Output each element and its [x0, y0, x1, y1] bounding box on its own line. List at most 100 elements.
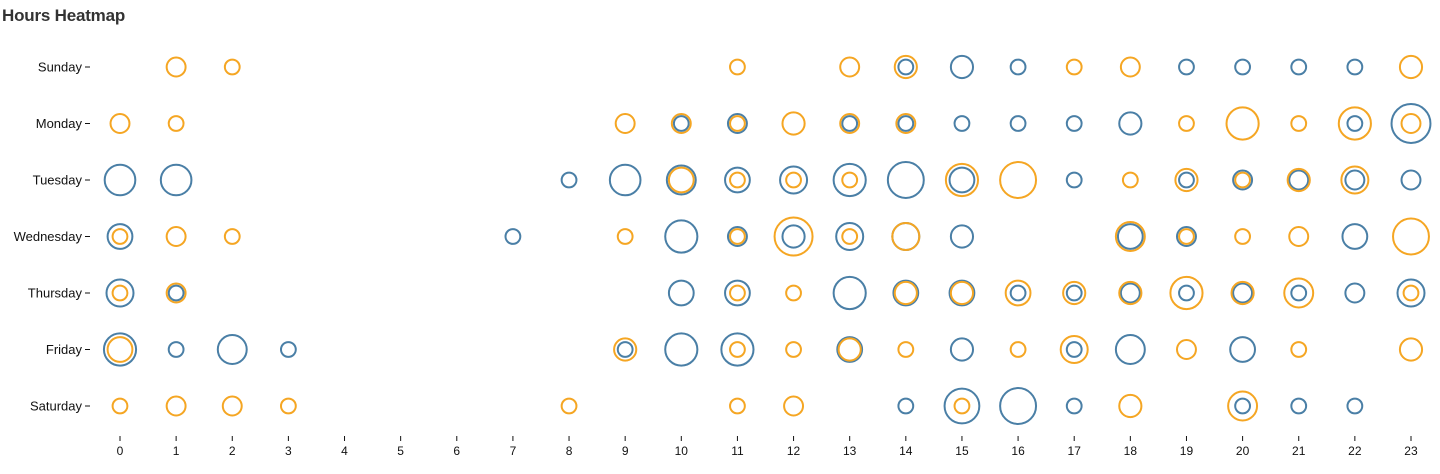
blue-bubble-wednesday-12 [781, 224, 806, 249]
x-tick-label-17: 17 [1068, 444, 1082, 458]
x-tick-label-18: 18 [1124, 444, 1138, 458]
x-tick-label-3: 3 [285, 444, 292, 458]
blue-bubble-monday-17 [1065, 115, 1083, 132]
blue-bubble-tuesday-17 [1065, 171, 1083, 189]
orange-bubble-monday-23 [1400, 113, 1422, 134]
orange-bubble-friday-14 [897, 341, 915, 358]
orange-bubble-thursday-14 [893, 280, 918, 306]
blue-bubble-thursday-22 [1344, 282, 1366, 304]
blue-bubble-tuesday-12 [779, 165, 809, 195]
orange-bubble-tuesday-22 [1340, 165, 1370, 195]
blue-bubble-thursday-11 [724, 279, 751, 307]
blue-bubble-friday-17 [1065, 341, 1083, 358]
blue-bubble-saturday-16 [999, 387, 1038, 425]
blue-bubble-saturday-22 [1346, 397, 1364, 415]
blue-bubble-monday-22 [1346, 115, 1364, 132]
x-tick-label-4: 4 [341, 444, 348, 458]
blue-bubble-tuesday-22 [1344, 169, 1366, 191]
y-tick-label-saturday: Saturday [30, 399, 83, 414]
blue-bubble-saturday-15 [943, 387, 981, 425]
blue-bubble-thursday-17 [1065, 284, 1083, 302]
blue-bubble-wednesday-10 [664, 219, 699, 254]
orange-bubble-tuesday-10 [667, 166, 695, 194]
orange-bubble-wednesday-12 [773, 216, 814, 257]
orange-bubble-thursday-12 [785, 284, 802, 302]
blue-bubble-friday-11 [720, 332, 755, 367]
orange-bubble-friday-13 [837, 337, 862, 362]
orange-bubble-tuesday-19 [1174, 167, 1199, 193]
x-tick-label-1: 1 [173, 444, 180, 458]
blue-bubble-wednesday-7 [504, 228, 522, 245]
orange-bubble-monday-11 [729, 115, 746, 132]
orange-bubble-saturday-1 [165, 395, 187, 417]
blue-bubble-thursday-15 [948, 279, 976, 307]
x-tick-label-14: 14 [899, 444, 913, 458]
blue-bubble-sunday-22 [1346, 58, 1364, 76]
orange-bubble-tuesday-12 [785, 171, 802, 189]
orange-bubble-monday-12 [781, 111, 806, 136]
x-tick-label-23: 23 [1404, 444, 1418, 458]
x-tick-label-10: 10 [675, 444, 689, 458]
orange-bubble-friday-19 [1176, 339, 1197, 360]
orange-bubble-saturday-0 [111, 397, 129, 415]
orange-bubble-sunday-14 [893, 54, 918, 80]
blue-bubble-tuesday-9 [608, 163, 642, 197]
orange-bubble-saturday-3 [279, 397, 297, 415]
orange-bubble-saturday-15 [953, 397, 971, 415]
orange-bubble-thursday-15 [949, 280, 975, 306]
orange-bubble-wednesday-1 [165, 226, 187, 247]
orange-bubble-monday-22 [1337, 106, 1372, 141]
blue-bubble-friday-1 [167, 341, 185, 358]
blue-bubble-friday-2 [216, 334, 248, 365]
blue-bubble-friday-0 [102, 332, 138, 367]
orange-bubble-monday-10 [670, 113, 692, 134]
orange-bubble-friday-9 [613, 337, 638, 362]
y-tick-label-friday: Friday [46, 342, 83, 357]
blue-bubble-thursday-19 [1178, 284, 1195, 302]
orange-bubble-wednesday-13 [841, 228, 859, 245]
x-tick-label-19: 19 [1180, 444, 1194, 458]
x-tick-label-13: 13 [843, 444, 857, 458]
orange-bubble-sunday-18 [1119, 56, 1141, 78]
blue-bubble-saturday-14 [897, 397, 915, 415]
orange-bubble-wednesday-21 [1288, 226, 1310, 247]
orange-bubble-wednesday-19 [1178, 228, 1195, 245]
orange-bubble-tuesday-21 [1286, 167, 1311, 193]
blue-bubble-monday-23 [1390, 103, 1432, 144]
blue-bubble-tuesday-15 [948, 166, 976, 194]
blue-bubble-wednesday-15 [949, 224, 975, 249]
blue-bubble-friday-9 [616, 341, 634, 358]
blue-bubble-friday-10 [664, 332, 699, 367]
blue-bubble-tuesday-20 [1232, 169, 1254, 191]
chart-title: Hours Heatmap [2, 6, 126, 25]
orange-bubble-friday-0 [106, 336, 134, 363]
blue-bubble-wednesday-22 [1341, 223, 1369, 250]
y-tick-label-thursday: Thursday [28, 286, 83, 301]
orange-bubble-monday-14 [895, 113, 917, 134]
y-tick-label-wednesday: Wednesday [14, 229, 83, 244]
orange-bubble-wednesday-11 [729, 228, 746, 245]
orange-bubble-sunday-23 [1398, 54, 1424, 80]
orange-bubble-tuesday-20 [1234, 171, 1251, 189]
orange-bubble-monday-0 [109, 113, 131, 134]
blue-bubble-sunday-16 [1009, 58, 1027, 76]
orange-bubble-thursday-20 [1230, 280, 1255, 306]
blue-bubble-sunday-15 [949, 54, 975, 80]
orange-bubble-friday-11 [729, 341, 746, 358]
orange-bubble-monday-20 [1225, 106, 1260, 141]
blue-bubble-saturday-17 [1065, 397, 1083, 415]
x-tick-label-6: 6 [453, 444, 460, 458]
blue-bubble-tuesday-21 [1288, 169, 1310, 191]
blue-bubble-friday-15 [949, 337, 975, 362]
blue-bubble-saturday-21 [1290, 397, 1308, 415]
blue-bubble-tuesday-11 [724, 166, 751, 194]
orange-bubble-saturday-2 [221, 395, 243, 417]
orange-bubble-thursday-1 [165, 282, 187, 304]
blue-bubble-thursday-13 [832, 275, 867, 311]
blue-bubble-tuesday-10 [665, 164, 697, 196]
orange-bubble-thursday-18 [1118, 280, 1143, 306]
orange-bubble-saturday-12 [783, 395, 805, 417]
blue-bubble-thursday-21 [1290, 284, 1308, 302]
blue-series [102, 54, 1432, 425]
